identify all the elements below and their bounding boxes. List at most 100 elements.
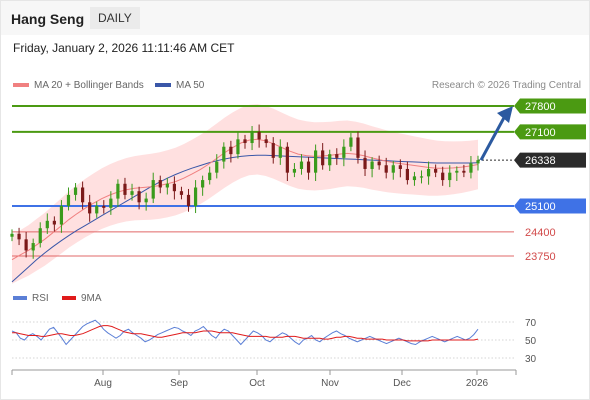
candle-body	[264, 139, 268, 144]
candle-body	[434, 168, 438, 173]
candle-body	[24, 239, 28, 251]
rsi-tick-50: 50	[525, 336, 537, 347]
rsi-line	[11, 319, 479, 346]
candle-body	[426, 168, 431, 177]
candle-body	[448, 172, 452, 181]
candle-body	[370, 161, 374, 169]
candle-body	[299, 161, 304, 169]
candle-body	[412, 176, 417, 181]
candle-body	[73, 187, 78, 195]
legend-rsi: RSI	[13, 293, 49, 304]
candle-body	[285, 146, 289, 173]
candle-body	[363, 157, 367, 169]
level-label-23750: 23750	[525, 251, 556, 263]
candle-body	[102, 206, 106, 208]
x-tick-label: Dec	[393, 378, 411, 389]
candle-body	[222, 146, 226, 162]
candle-body	[137, 191, 141, 203]
candle-body	[158, 180, 162, 188]
candle-body	[250, 131, 254, 144]
level-label-24400: 24400	[525, 227, 556, 239]
candle-body	[419, 176, 424, 178]
candle-body	[81, 187, 85, 203]
x-tick-label: Oct	[249, 378, 265, 389]
level-label-26338: 26338	[525, 155, 556, 167]
candle-body	[257, 131, 261, 140]
level-tag-25100	[514, 198, 586, 214]
candle-body	[384, 165, 388, 173]
x-tick-label: Sep	[170, 378, 188, 389]
candle-body	[151, 180, 155, 199]
candle-body	[208, 172, 212, 181]
level-tag-26338	[514, 152, 586, 168]
level-label-27800: 27800	[525, 101, 556, 113]
candle-body	[123, 183, 127, 195]
candle-body	[130, 191, 134, 195]
legend-ma50-label: MA 50	[176, 80, 205, 91]
candle-body	[88, 202, 92, 214]
forecast-arrow-head-icon	[497, 106, 513, 123]
rsi-tick-70: 70	[525, 318, 537, 329]
candle-body	[66, 194, 71, 206]
candle-body	[377, 161, 381, 166]
candle-body	[17, 233, 21, 240]
candle-body	[179, 191, 184, 195]
x-tick-label: Aug	[94, 378, 112, 389]
credit-text: Research © 2026 Trading Central	[431, 80, 581, 91]
candle-body	[462, 170, 466, 173]
candle-body	[476, 160, 480, 164]
candle-body	[229, 146, 233, 155]
candle-body	[236, 139, 240, 155]
candle-body	[193, 187, 198, 206]
x-tick-label: Nov	[321, 378, 339, 389]
candle-body	[455, 170, 459, 173]
candle-body	[201, 180, 205, 188]
legend-ma50: MA 50	[155, 80, 204, 91]
forecast-arrow-shaft	[479, 113, 508, 161]
level-tag-27100	[514, 124, 586, 140]
candle-body	[321, 150, 325, 166]
candle-body	[398, 165, 402, 169]
candle-body	[186, 194, 191, 206]
candle-body	[342, 146, 346, 158]
timestamp: Friday, January 2, 2026 11:11:46 AM CET	[13, 41, 235, 55]
candle-body	[405, 168, 409, 181]
candle-body	[144, 198, 148, 203]
candle-body	[31, 243, 35, 251]
x-tick-label: 2026	[466, 378, 489, 389]
instrument-title: Hang Seng	[11, 11, 85, 27]
candle-body	[314, 150, 318, 173]
candle-body	[278, 146, 282, 158]
legend-9ma: 9MA	[62, 293, 102, 304]
legend-ma20-label: MA 20 + Bollinger Bands	[34, 80, 144, 91]
level-label-25100: 25100	[525, 201, 556, 213]
candle-body	[243, 139, 247, 144]
candle-body	[95, 206, 99, 214]
candle-body	[356, 137, 360, 158]
candle-body	[38, 228, 42, 244]
bollinger-band	[12, 104, 478, 284]
candle-body	[335, 154, 339, 158]
candle-body	[391, 165, 395, 173]
candle-body	[469, 163, 473, 173]
legend-ma20: MA 20 + Bollinger Bands	[13, 80, 144, 91]
9ma-swatch-icon	[62, 296, 76, 301]
legend-9ma-label: 9MA	[81, 293, 102, 304]
rsi-tick-30: 30	[525, 354, 537, 365]
period-badge[interactable]: DAILY	[90, 7, 140, 29]
level-label-27100: 27100	[525, 127, 556, 139]
candle-body	[59, 206, 64, 225]
candle-body	[10, 233, 14, 237]
candle-body	[116, 183, 120, 199]
candle-body	[52, 220, 56, 225]
candle-body	[441, 172, 445, 181]
candle-body	[306, 161, 311, 173]
rsi-swatch-icon	[13, 296, 27, 301]
candle-body	[215, 161, 219, 173]
candle-body	[165, 183, 169, 188]
candle-body	[328, 154, 332, 166]
candle-body	[292, 168, 297, 173]
level-tag-27800	[514, 98, 586, 114]
ma20-swatch-icon	[13, 83, 29, 88]
